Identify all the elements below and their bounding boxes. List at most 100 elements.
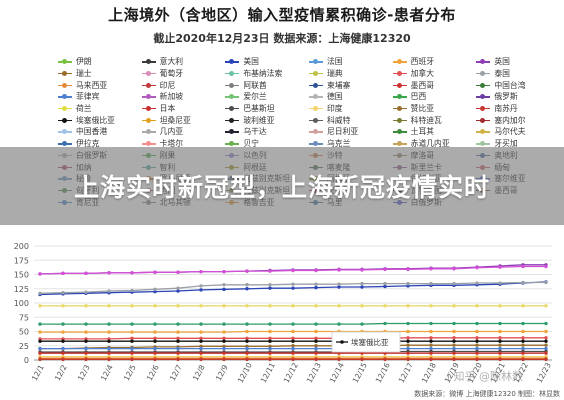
legend-item: 爱尔兰 [225, 91, 307, 103]
legend-label: 伊拉克 [76, 139, 100, 149]
legend-swatch [308, 117, 323, 124]
data-point [406, 346, 410, 351]
data-point [521, 304, 525, 308]
legend-item: 泰国 [476, 68, 558, 80]
data-point [245, 351, 249, 355]
data-point [383, 281, 387, 286]
y-tick-label: 175 [14, 256, 29, 265]
legend-item: 科特迪瓦 [392, 114, 475, 126]
data-point [452, 351, 456, 355]
data-point [429, 267, 433, 271]
data-point [498, 336, 502, 340]
data-point [521, 264, 525, 269]
data-point [406, 351, 410, 355]
data-point [245, 287, 249, 291]
data-point [429, 351, 433, 355]
data-point [176, 336, 180, 341]
data-point [452, 336, 456, 340]
x-tick-label: 12/7 [168, 363, 184, 382]
data-point [291, 357, 295, 362]
headline-text: 上海实时新冠型，上海新冠疫情实时 [73, 173, 490, 202]
legend-item: 布基纳法索 [225, 68, 307, 80]
data-point [475, 281, 479, 285]
legend-swatch [308, 93, 323, 100]
legend-swatch [225, 105, 240, 112]
data-point [475, 346, 479, 351]
legend-swatch [476, 128, 491, 135]
legend-item: 贝宁 [225, 138, 307, 150]
data-point [291, 339, 295, 343]
data-point [199, 284, 203, 288]
x-tick-label: 12/6 [145, 363, 161, 382]
legend-swatch [392, 93, 407, 100]
data-point [337, 285, 341, 289]
data-point [544, 321, 548, 326]
data-point [337, 357, 341, 362]
data-point [107, 330, 111, 334]
legend-swatch [308, 58, 323, 65]
data-point [268, 286, 272, 290]
legend-label: 柬埔寨 [326, 80, 351, 90]
data-point [314, 322, 318, 326]
data-point [130, 336, 134, 341]
data-point [337, 268, 341, 272]
legend-swatch [141, 70, 156, 77]
legend-item: 卡塔尔 [141, 138, 224, 150]
x-tick-label: 12/11 [259, 361, 277, 385]
data-point [498, 351, 502, 355]
legend-item: 尼日利亚 [308, 126, 391, 138]
data-point [521, 357, 525, 362]
legend-item: 荷兰 [58, 103, 140, 115]
data-point [176, 304, 180, 308]
x-tick-label: 12/13 [305, 361, 323, 385]
legend-swatch [476, 70, 491, 77]
data-point [475, 321, 479, 326]
data-point [498, 304, 502, 308]
legend-swatch [58, 117, 72, 124]
legend-swatch [308, 105, 323, 112]
data-point [199, 288, 203, 292]
data-point [38, 304, 42, 308]
legend-item: 马来西亚 [58, 79, 140, 91]
y-tick-label: 200 [14, 242, 29, 251]
legend-label: 玻利维亚 [243, 115, 275, 125]
data-point [61, 304, 65, 308]
legend-label: 巴基斯坦 [243, 104, 275, 114]
legend-label: 瑞典 [326, 69, 343, 79]
legend-item: 瑞士 [58, 68, 140, 80]
data-point [176, 339, 180, 343]
data-point [360, 304, 364, 308]
data-point [38, 339, 42, 343]
legend-item: 印尼 [141, 79, 224, 91]
legend-item: 坦桑尼亚 [141, 114, 224, 126]
legend-label: 荷兰 [76, 104, 92, 114]
legend-label: 泰国 [494, 69, 510, 79]
legend-item: 德国 [308, 91, 391, 103]
data-point [199, 336, 203, 341]
legend-swatch [308, 128, 323, 135]
legend-item: 加拿大 [392, 68, 475, 80]
legend-swatch [392, 58, 407, 65]
data-point [222, 330, 226, 334]
data-point [176, 322, 180, 326]
x-tick-label: 12/10 [236, 361, 254, 385]
data-point [176, 270, 180, 274]
data-point [245, 304, 249, 308]
x-tick-label: 12/17 [397, 361, 415, 385]
data-point [360, 268, 364, 272]
data-point [176, 330, 180, 334]
data-point [544, 351, 548, 355]
data-point [498, 265, 502, 269]
data-point [268, 339, 272, 343]
legend-item: 阿联酋 [225, 79, 307, 91]
data-point [521, 329, 525, 334]
data-point [130, 330, 134, 334]
data-point [314, 336, 318, 341]
legend-label: 西班牙 [410, 57, 435, 67]
data-point [268, 322, 272, 326]
data-point [176, 286, 180, 290]
legend-item: 意大利 [141, 56, 224, 68]
legend-swatch [141, 93, 156, 100]
data-point [337, 304, 341, 308]
data-point [222, 346, 226, 351]
